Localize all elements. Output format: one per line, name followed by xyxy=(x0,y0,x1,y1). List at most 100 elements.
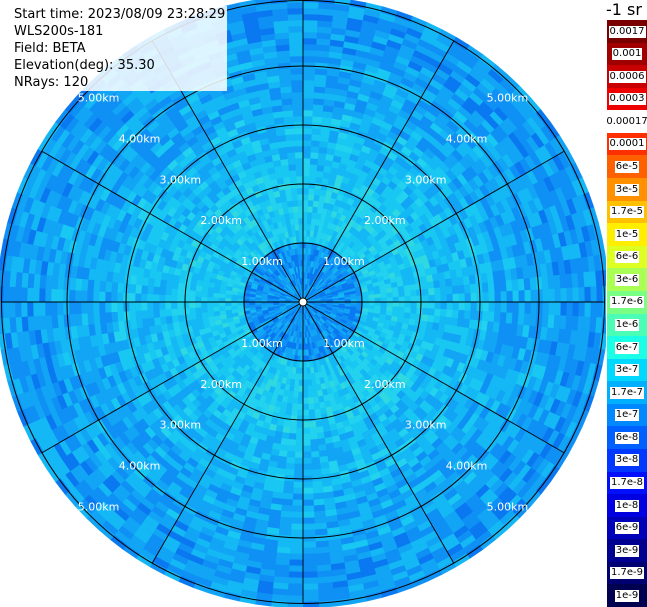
backscatter-cell xyxy=(488,291,496,303)
backscatter-cell xyxy=(153,278,162,288)
backscatter-cell xyxy=(305,361,311,369)
backscatter-cell xyxy=(428,308,436,317)
backscatter-cell xyxy=(302,421,310,429)
backscatter-cell xyxy=(410,289,418,297)
backscatter-cell xyxy=(279,516,292,524)
backscatter-cell xyxy=(506,301,514,314)
backscatter-cell xyxy=(307,199,314,207)
backscatter-cell xyxy=(302,469,313,477)
backscatter-cell xyxy=(434,287,442,296)
backscatter-cell xyxy=(297,193,304,201)
backscatter-cell xyxy=(451,285,460,295)
backscatter-cell xyxy=(313,98,325,106)
backscatter-cell xyxy=(386,292,394,298)
backscatter-cell xyxy=(368,301,376,307)
backscatter-cell xyxy=(302,91,315,99)
backscatter-cell xyxy=(428,287,436,296)
backscatter-cell xyxy=(302,361,307,369)
backscatter-cell xyxy=(302,181,310,189)
backscatter-cell xyxy=(415,282,423,291)
backscatter-cell xyxy=(296,175,304,183)
backscatter-cell xyxy=(307,385,313,393)
backscatter-cell xyxy=(298,217,304,225)
backscatter-cell xyxy=(93,279,101,292)
backscatter-cell xyxy=(470,301,478,312)
backscatter-cell xyxy=(398,291,406,298)
backscatter-cell xyxy=(309,175,317,183)
backscatter-cell xyxy=(302,103,314,111)
backscatter-cell xyxy=(164,308,172,317)
backscatter-cell xyxy=(134,301,142,312)
backscatter-cell xyxy=(287,444,296,453)
backscatter-cell xyxy=(309,427,318,435)
backscatter-cell xyxy=(398,301,406,308)
backscatter-cell xyxy=(385,287,393,294)
backscatter-cell xyxy=(464,292,472,303)
backscatter-cell xyxy=(293,127,304,135)
backscatter-cell xyxy=(314,188,322,196)
backscatter-cell xyxy=(380,297,388,303)
backscatter-cell xyxy=(464,301,472,312)
backscatter-cell xyxy=(194,296,202,303)
backscatter-cell xyxy=(302,553,317,561)
backscatter-cell xyxy=(308,403,315,411)
backscatter-cell xyxy=(183,313,191,322)
backscatter-cell xyxy=(189,313,197,321)
backscatter-cell xyxy=(282,492,294,500)
backscatter-cell xyxy=(294,457,304,465)
backscatter-cell xyxy=(294,139,304,147)
backscatter-cell xyxy=(302,49,317,57)
backscatter-cell xyxy=(554,301,562,316)
backscatter-cell xyxy=(422,301,430,309)
backscatter-cell xyxy=(294,145,304,153)
backscatter-cell xyxy=(386,306,394,312)
backscatter-cell xyxy=(200,291,208,298)
backscatter-cell xyxy=(297,397,304,405)
backscatter-cell xyxy=(404,307,412,314)
backscatter-cell xyxy=(482,292,490,303)
backscatter-cell xyxy=(146,301,154,311)
backscatter-cell xyxy=(292,109,304,117)
backscatter-cell xyxy=(410,307,418,315)
backscatter-cell xyxy=(293,385,299,393)
backscatter-cell xyxy=(286,200,294,208)
backscatter-cell xyxy=(298,379,304,387)
backscatter-cell xyxy=(452,301,460,311)
backscatter-cell xyxy=(311,462,321,471)
backscatter-cell xyxy=(302,169,311,177)
backscatter-cell xyxy=(444,316,453,326)
backscatter-cell xyxy=(314,516,327,524)
backscatter-cell xyxy=(500,291,508,303)
backscatter-cell xyxy=(279,152,289,161)
backscatter-cell xyxy=(140,284,149,295)
backscatter-cell xyxy=(285,133,295,142)
backscatter-cell xyxy=(194,290,202,297)
backscatter-cell xyxy=(182,295,190,303)
backscatter-cell xyxy=(313,86,326,94)
backscatter-cell xyxy=(511,279,519,292)
backscatter-cell xyxy=(302,505,315,513)
backscatter-cell xyxy=(292,97,304,105)
backscatter-cell xyxy=(188,301,196,309)
backscatter-cell xyxy=(93,312,101,325)
backscatter-cell xyxy=(302,523,316,531)
backscatter-cell xyxy=(294,445,304,453)
backscatter-cell xyxy=(306,379,313,387)
backscatter-cell xyxy=(62,301,70,315)
backscatter-cell xyxy=(309,157,319,166)
backscatter-cell xyxy=(277,540,291,548)
backscatter-cell xyxy=(302,97,314,105)
backscatter-cell xyxy=(535,313,543,328)
backscatter-cell xyxy=(409,283,417,291)
backscatter-cell xyxy=(292,391,299,399)
backscatter-cell xyxy=(309,163,318,171)
backscatter-cell xyxy=(295,169,304,177)
backscatter-cell xyxy=(287,151,296,160)
backscatter-cell xyxy=(287,206,294,214)
backscatter-cell xyxy=(293,133,304,141)
backscatter-cell xyxy=(68,301,76,315)
backscatter-cell xyxy=(177,314,185,322)
backscatter-cell xyxy=(298,229,304,237)
backscatter-cell xyxy=(374,293,382,299)
backscatter-cell xyxy=(350,296,358,300)
